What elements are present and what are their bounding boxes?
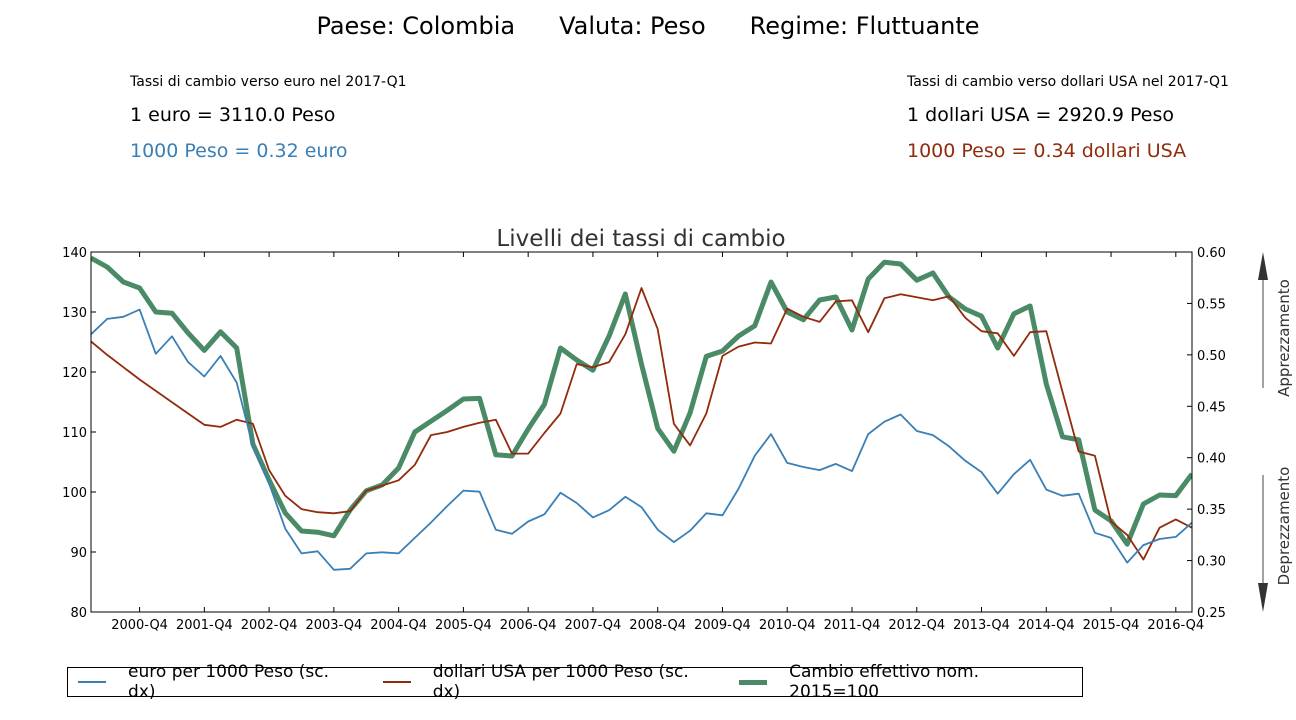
left-tick-label: 110	[62, 426, 87, 441]
right-tick-label: 0.25	[1197, 606, 1226, 621]
appreciation-arrow-icon	[1258, 252, 1268, 388]
country-label: Paese: Colombia	[316, 12, 516, 40]
series-line-neer	[91, 255, 1192, 547]
series-line-usd	[91, 287, 1192, 561]
currency-label: Valuta: Peso	[559, 12, 706, 40]
legend-item-neer: Cambio effettivo nom. 2015=100	[739, 662, 1056, 702]
legend-swatch-neer	[739, 679, 768, 685]
euro-rate: 1 euro = 3110.0 Peso	[130, 104, 336, 126]
x-tick-label: 2006-Q4	[500, 618, 557, 633]
regime-label: Regime: Fluttuante	[749, 12, 980, 40]
right-tick-label: 0.60	[1197, 246, 1226, 261]
chart-title: Livelli dei tassi di cambio	[496, 226, 785, 252]
x-tick-label: 2004-Q4	[370, 618, 427, 633]
exchange-rate-chart: Livelli dei tassi di cambio 80 90 100 110 12…	[62, 226, 1293, 633]
right-tick-label: 0.30	[1197, 555, 1226, 570]
legend-item-usd: dollari USA per 1000 Peso (sc. dx)	[382, 662, 703, 702]
right-tick-label: 0.45	[1197, 400, 1226, 415]
legend-swatch-euro	[78, 681, 107, 683]
left-tick-label: 100	[62, 486, 87, 501]
x-tick-label: 2010-Q4	[759, 618, 816, 633]
left-tick-label: 120	[62, 366, 87, 381]
x-tick-label: 2002-Q4	[241, 618, 298, 633]
x-tick-label: 2008-Q4	[629, 618, 686, 633]
right-tick-label: 0.35	[1197, 503, 1226, 518]
x-tick-label: 2001-Q4	[176, 618, 233, 633]
x-tick-label: 2003-Q4	[305, 618, 362, 633]
series-line-euro	[91, 308, 1192, 571]
legend-label-neer: Cambio effettivo nom. 2015=100	[789, 662, 979, 702]
usd-rate: 1 dollari USA = 2920.9 Peso	[907, 104, 1174, 126]
x-tick-label: 2015-Q4	[1083, 618, 1140, 633]
legend-label-euro: euro per 1000 Peso (sc. dx)	[128, 662, 330, 702]
x-tick-label: 2007-Q4	[565, 618, 622, 633]
chart-legend: euro per 1000 Peso (sc. dx) dollari USA …	[67, 662, 1083, 702]
legend-label-usd: dollari USA per 1000 Peso (sc. dx)	[432, 662, 689, 702]
depreciation-arrow-icon	[1258, 475, 1268, 612]
usd-info-title: Tassi di cambio verso dollari USA nel 20…	[907, 74, 1229, 90]
appreciation-label: Apprezzamento	[1275, 279, 1293, 397]
page-title: Paese: Colombia Valuta: Peso Regime: Flutt…	[0, 12, 1296, 40]
left-tick-label: 140	[62, 246, 87, 261]
depreciation-label: Deprezzamento	[1275, 467, 1293, 586]
euro-info-title: Tassi di cambio verso euro nel 2017-Q1	[130, 74, 407, 90]
x-tick-label: 2000-Q4	[111, 618, 168, 633]
x-tick-label: 2014-Q4	[1018, 618, 1075, 633]
left-tick-label: 80	[70, 606, 87, 621]
x-tick-label: 2012-Q4	[888, 618, 945, 633]
legend-item-euro: euro per 1000 Peso (sc. dx)	[78, 662, 347, 702]
right-tick-label: 0.55	[1197, 297, 1226, 312]
x-tick-label: 2005-Q4	[435, 618, 492, 633]
left-tick-label: 90	[70, 546, 87, 561]
x-tick-label: 2013-Q4	[953, 618, 1010, 633]
right-tick-label: 0.50	[1197, 349, 1226, 364]
usd-inverse-rate: 1000 Peso = 0.34 dollari USA	[907, 140, 1187, 162]
euro-inverse-rate: 1000 Peso = 0.32 euro	[130, 140, 348, 162]
right-tick-label: 0.40	[1197, 452, 1226, 467]
x-tick-label: 2016-Q4	[1147, 618, 1204, 633]
x-tick-label: 2009-Q4	[694, 618, 751, 633]
x-tick-label: 2011-Q4	[824, 618, 881, 633]
left-tick-label: 130	[62, 306, 87, 321]
legend-swatch-usd	[382, 681, 411, 683]
